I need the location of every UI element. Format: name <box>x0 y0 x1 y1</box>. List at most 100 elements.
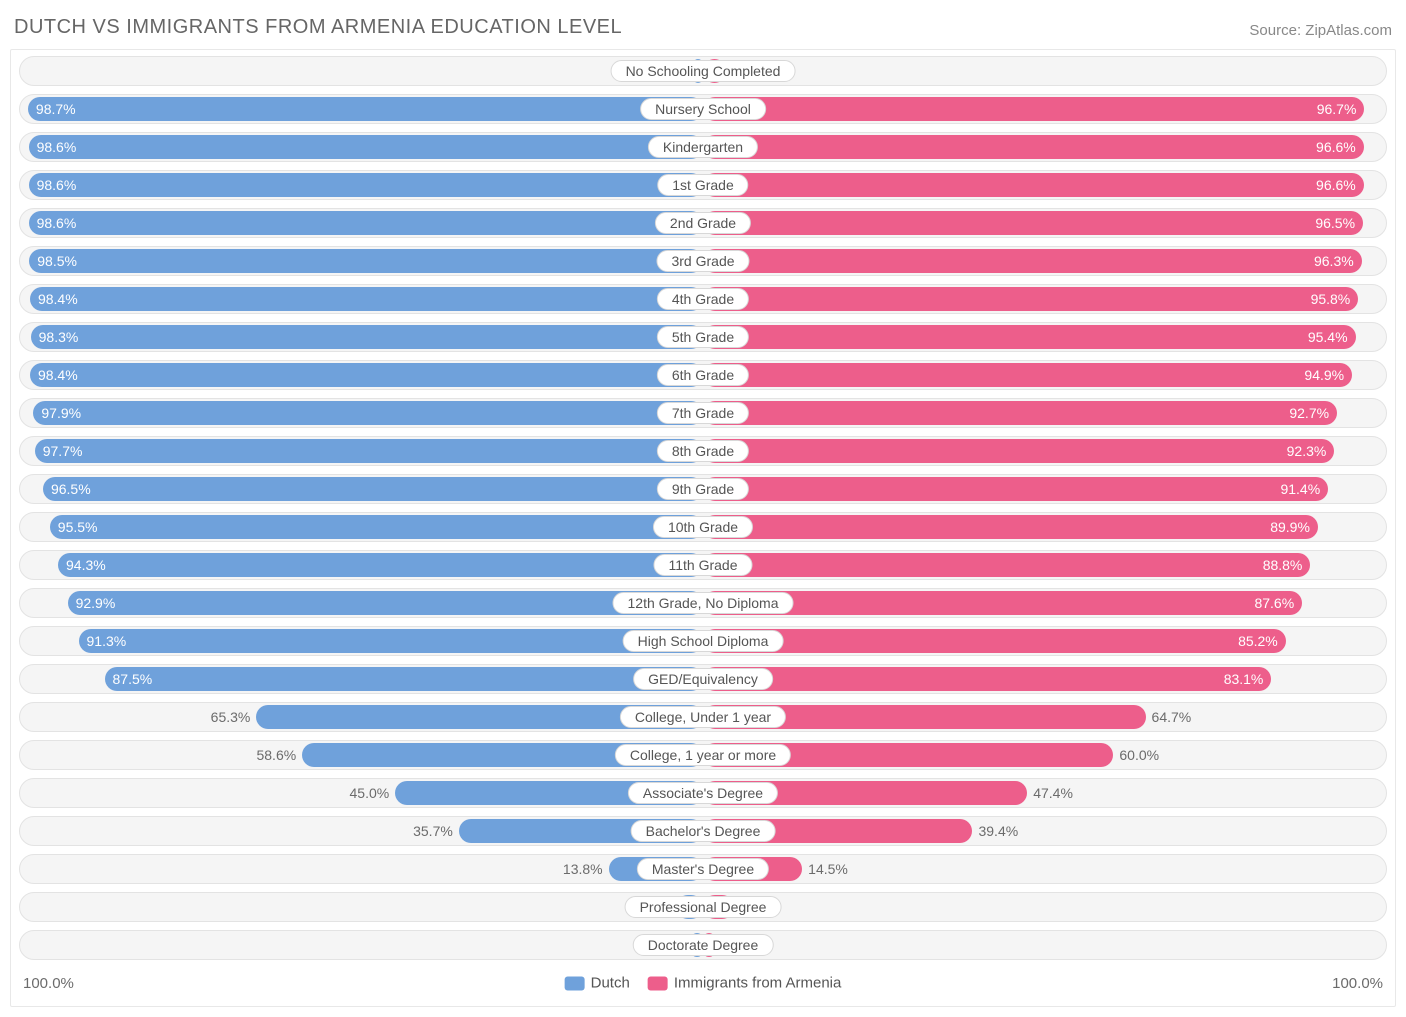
source-name: ZipAtlas.com <box>1305 22 1392 39</box>
bar-left: 91.3% <box>79 629 703 653</box>
chart-row: 92.9% 87.6% 12th Grade, No Diploma <box>19 588 1387 618</box>
bar-left: 98.4% <box>30 363 703 387</box>
category-label: 11th Grade <box>653 554 752 576</box>
category-label: 10th Grade <box>653 516 753 538</box>
axis-left-label: 100.0% <box>23 975 74 992</box>
chart-source: Source: ZipAtlas.com <box>1249 22 1392 39</box>
bar-left: 98.4% <box>30 287 703 311</box>
category-label: Doctorate Degree <box>633 934 774 956</box>
bar-right: 95.4% <box>703 325 1356 349</box>
category-label: 1st Grade <box>657 174 748 196</box>
bar-right-value: 91.4% <box>1280 481 1320 497</box>
bar-right: 96.3% <box>703 249 1362 273</box>
category-label: College, Under 1 year <box>620 706 786 728</box>
chart-row: 58.6% 60.0% College, 1 year or more <box>19 740 1387 770</box>
chart-row: 1.4%3.3%No Schooling Completed <box>19 56 1387 86</box>
category-label: Associate's Degree <box>628 782 778 804</box>
category-label: No Schooling Completed <box>611 60 796 82</box>
bar-left-value: 98.4% <box>38 367 78 383</box>
category-label: 2nd Grade <box>655 212 751 234</box>
category-label: Nursery School <box>640 98 766 120</box>
category-label: GED/Equivalency <box>633 668 773 690</box>
bar-left-value: 98.6% <box>37 177 77 193</box>
bar-left: 96.5% <box>43 477 703 501</box>
bar-left-value: 65.3% <box>211 709 251 725</box>
bar-left-value: 98.4% <box>38 291 78 307</box>
category-label: 12th Grade, No Diploma <box>613 592 794 614</box>
bar-right: 95.8% <box>703 287 1358 311</box>
chart-header: DUTCH VS IMMIGRANTS FROM ARMENIA EDUCATI… <box>10 10 1396 49</box>
bar-right-value: 39.4% <box>978 823 1018 839</box>
bar-left-value: 94.3% <box>66 557 106 573</box>
bar-right: 96.5% <box>703 211 1363 235</box>
bar-left-value: 35.7% <box>413 823 453 839</box>
bar-right: 89.9% <box>703 515 1318 539</box>
category-label: 6th Grade <box>657 364 749 386</box>
bar-right-value: 96.3% <box>1314 253 1354 269</box>
bar-right: 96.7% <box>703 97 1364 121</box>
bar-left: 95.5% <box>50 515 703 539</box>
legend-left-swatch <box>565 977 585 991</box>
bar-left: 98.6% <box>29 173 703 197</box>
legend: Dutch Immigrants from Armenia <box>565 975 842 992</box>
bar-left: 98.7% <box>28 97 703 121</box>
bar-left-value: 91.3% <box>87 633 127 649</box>
bar-right: 92.3% <box>703 439 1334 463</box>
chart-row: 4.0%4.5%Professional Degree <box>19 892 1387 922</box>
source-label: Source: <box>1249 22 1301 39</box>
bar-right-value: 94.9% <box>1304 367 1344 383</box>
axis-right-label: 100.0% <box>1332 975 1383 992</box>
bar-right-value: 92.7% <box>1289 405 1329 421</box>
chart-row: 13.8%14.5%Master's Degree <box>19 854 1387 884</box>
chart-row: 65.3% 64.7% College, Under 1 year <box>19 702 1387 732</box>
bar-right-value: 89.9% <box>1270 519 1310 535</box>
bar-left: 97.9% <box>33 401 703 425</box>
chart-row: 98.4%95.8%4th Grade <box>19 284 1387 314</box>
chart-row: 45.0% 47.4% Associate's Degree <box>19 778 1387 808</box>
bar-left-value: 96.5% <box>51 481 91 497</box>
bar-right-value: 96.6% <box>1316 177 1356 193</box>
legend-right: Immigrants from Armenia <box>648 975 842 992</box>
bar-left-value: 98.7% <box>36 101 76 117</box>
bar-left-value: 45.0% <box>350 785 390 801</box>
bar-right-value: 85.2% <box>1238 633 1278 649</box>
bar-right: 92.7% <box>703 401 1337 425</box>
chart-title: DUTCH VS IMMIGRANTS FROM ARMENIA EDUCATI… <box>14 16 622 39</box>
bar-left-value: 98.5% <box>37 253 77 269</box>
bar-left-value: 58.6% <box>256 747 296 763</box>
bar-left-value: 98.6% <box>37 215 77 231</box>
chart-row: 94.3%88.8%11th Grade <box>19 550 1387 580</box>
bar-left-value: 92.9% <box>76 595 116 611</box>
bar-right: 94.9% <box>703 363 1352 387</box>
category-label: Master's Degree <box>637 858 769 880</box>
bar-right-value: 96.5% <box>1315 215 1355 231</box>
chart-row: 98.6% 96.5% 2nd Grade <box>19 208 1387 238</box>
bar-right-value: 95.8% <box>1311 291 1351 307</box>
bar-right: 96.6% <box>703 173 1364 197</box>
bar-right-value: 47.4% <box>1033 785 1073 801</box>
bar-left: 94.3% <box>58 553 703 577</box>
legend-row: 100.0% 100.0% Dutch Immigrants from Armenia <box>19 968 1387 998</box>
legend-left-label: Dutch <box>591 975 630 992</box>
bar-left-value: 13.8% <box>563 861 603 877</box>
chart-row: 98.7% 96.7% Nursery School <box>19 94 1387 124</box>
bar-left: 97.7% <box>35 439 703 463</box>
bar-right-value: 60.0% <box>1119 747 1159 763</box>
bar-right: 83.1% <box>703 667 1271 691</box>
bar-right-value: 96.7% <box>1317 101 1357 117</box>
bar-right-value: 87.6% <box>1254 595 1294 611</box>
chart-row: 95.5% 89.9% 10th Grade <box>19 512 1387 542</box>
bar-left-value: 97.7% <box>43 443 83 459</box>
chart-row: 97.7%92.3%8th Grade <box>19 436 1387 466</box>
bar-left: 98.5% <box>29 249 703 273</box>
category-label: Kindergarten <box>648 136 758 158</box>
bar-right-value: 64.7% <box>1152 709 1192 725</box>
chart-row: 98.6%96.6%Kindergarten <box>19 132 1387 162</box>
category-label: College, 1 year or more <box>615 744 791 766</box>
category-label: 3rd Grade <box>656 250 749 272</box>
bar-right-value: 96.6% <box>1316 139 1356 155</box>
category-label: 7th Grade <box>657 402 749 424</box>
chart-row: 91.3%85.2%High School Diploma <box>19 626 1387 656</box>
bar-left: 92.9% <box>68 591 703 615</box>
bar-left: 87.5% <box>105 667 704 691</box>
